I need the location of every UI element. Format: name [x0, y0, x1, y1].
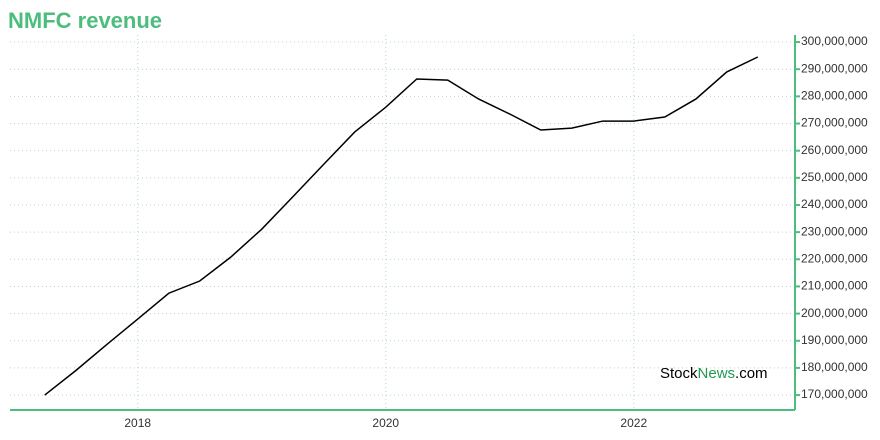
- y-tick-label: 260,000,000: [801, 143, 868, 157]
- y-tick-label: 240,000,000: [801, 197, 868, 211]
- watermark-part: .com: [735, 365, 768, 382]
- y-tick-label: 200,000,000: [801, 306, 868, 320]
- y-tick-label: 270,000,000: [801, 116, 868, 130]
- y-tick-label: 280,000,000: [801, 89, 868, 103]
- x-tick-label: 2018: [124, 416, 151, 430]
- y-tick-label: 300,000,000: [801, 34, 868, 48]
- x-tick-label: 2022: [620, 416, 647, 430]
- y-tick-label: 190,000,000: [801, 333, 868, 347]
- y-tick-label: 250,000,000: [801, 170, 868, 184]
- line: [44, 56, 759, 396]
- y-tick-label: 180,000,000: [801, 360, 868, 374]
- y-tick-label: 290,000,000: [801, 61, 868, 75]
- watermark-part: News: [698, 365, 736, 382]
- watermark: StockNews.com: [660, 365, 768, 382]
- watermark-part: Stock: [660, 365, 698, 382]
- chart-title: NMFC revenue: [8, 8, 162, 33]
- y-tick-label: 230,000,000: [801, 224, 868, 238]
- y-tick-label: 220,000,000: [801, 251, 868, 265]
- y-tick-label: 210,000,000: [801, 279, 868, 293]
- x-tick-label: 2020: [372, 416, 399, 430]
- y-tick-label: 170,000,000: [801, 387, 868, 401]
